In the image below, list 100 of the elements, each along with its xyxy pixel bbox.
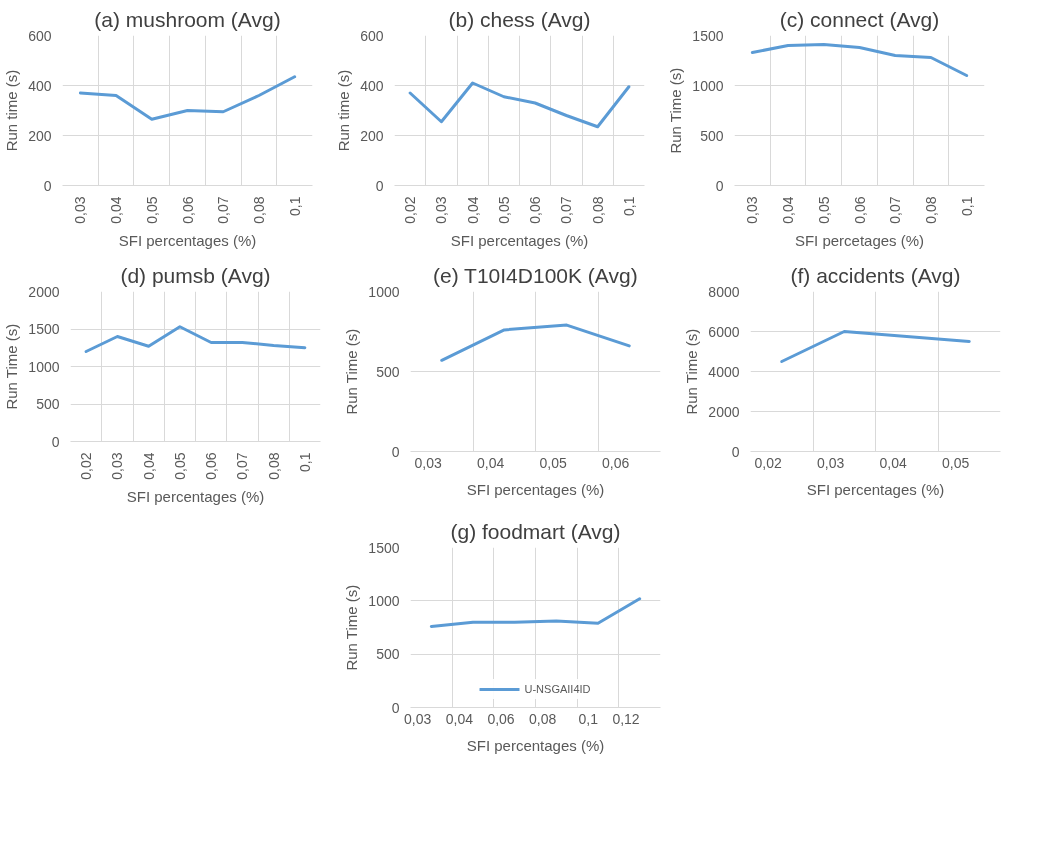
x-tick-label: 0,03 bbox=[72, 196, 89, 224]
y-tick-label: 600 bbox=[360, 27, 384, 44]
x-tick-label: 0,06 bbox=[527, 196, 544, 224]
y-tick-label: 2000 bbox=[708, 403, 740, 420]
y-tick-label: 400 bbox=[28, 77, 52, 94]
line-series bbox=[429, 597, 642, 628]
x-tick-label: 0,12 bbox=[612, 710, 640, 727]
x-axis-title: SFI percentages (%) bbox=[126, 487, 265, 505]
x-tick-label: 0,03 bbox=[744, 196, 761, 224]
x-tick-label: 0,06 bbox=[851, 196, 868, 224]
x-tick-label: 0,03 bbox=[414, 454, 442, 471]
x-tick-label: 0,06 bbox=[487, 710, 515, 727]
x-tick-label: 0,06 bbox=[203, 452, 220, 480]
x-tick-label: 0,07 bbox=[887, 196, 904, 224]
y-tick-label: 6000 bbox=[708, 323, 740, 340]
y-tick-label: 2000 bbox=[28, 283, 60, 300]
x-tick-label: 0,07 bbox=[558, 196, 575, 224]
line-series bbox=[750, 43, 969, 77]
x-tick-label: 0,03 bbox=[817, 454, 845, 471]
x-tick-label: 0,08 bbox=[265, 452, 282, 480]
x-axis-title: SFI percentages (%) bbox=[118, 231, 257, 249]
x-tick-label: 0,05 bbox=[171, 452, 188, 480]
y-axis-title: Run Time (s) bbox=[3, 323, 21, 410]
chart-title: (d) pumsb (Avg) bbox=[120, 263, 271, 287]
x-tick-label: 0,06 bbox=[179, 196, 196, 224]
line-series bbox=[84, 325, 307, 353]
line-series bbox=[78, 75, 297, 121]
x-axis-title: SFI percetages (%) bbox=[794, 231, 925, 249]
y-tick-label: 1000 bbox=[692, 77, 724, 94]
chart-title: (f) accidents (Avg) bbox=[790, 263, 961, 287]
y-tick-label: 0 bbox=[375, 177, 384, 194]
y-tick-label: 500 bbox=[376, 363, 400, 380]
y-tick-label: 1500 bbox=[692, 27, 724, 44]
chart-title: (c) connect (Avg) bbox=[779, 7, 940, 31]
x-tick-label: 0,02 bbox=[754, 454, 782, 471]
y-tick-label: 1500 bbox=[368, 539, 400, 556]
x-tick-label: 0,08 bbox=[529, 710, 557, 727]
x-axis-title: SFI percentages (%) bbox=[466, 480, 605, 498]
y-tick-label: 400 bbox=[360, 77, 384, 94]
y-axis-title: Run Time (s) bbox=[667, 67, 685, 154]
x-tick-label: 0,07 bbox=[234, 452, 251, 480]
x-tick-label: 0,03 bbox=[433, 196, 450, 224]
line-series bbox=[440, 323, 631, 362]
chart-title: (g) foodmart (Avg) bbox=[450, 519, 621, 543]
x-tick-label: 0,08 bbox=[250, 196, 267, 224]
x-tick-label: 0,03 bbox=[404, 710, 432, 727]
x-tick-label: 0,07 bbox=[215, 196, 232, 224]
y-tick-label: 1000 bbox=[368, 592, 400, 609]
y-axis-title: Run Time (s) bbox=[343, 328, 361, 415]
x-tick-label: 0,04 bbox=[464, 196, 481, 224]
line-series bbox=[408, 81, 631, 129]
y-tick-label: 0 bbox=[731, 443, 740, 460]
x-tick-label: 0,03 bbox=[109, 452, 126, 480]
x-tick-label: 0,05 bbox=[495, 196, 512, 224]
x-tick-label: 0,08 bbox=[589, 196, 606, 224]
y-axis-title: Run Time (s) bbox=[683, 328, 701, 415]
x-tick-label: 0,08 bbox=[922, 196, 939, 224]
y-axis-title: Run Time (s) bbox=[343, 584, 361, 671]
x-tick-label: 0,05 bbox=[942, 454, 970, 471]
y-tick-label: 0 bbox=[51, 433, 60, 450]
x-tick-label: 0,04 bbox=[445, 710, 474, 727]
y-tick-label: 500 bbox=[36, 396, 60, 412]
x-tick-label: 0,1 bbox=[620, 196, 637, 216]
y-tick-label: 0 bbox=[391, 699, 400, 716]
y-axis-title: Run time (s) bbox=[335, 69, 353, 152]
x-tick-label: 0,04 bbox=[477, 454, 505, 471]
y-tick-label: 8000 bbox=[708, 283, 740, 300]
chart-title: (a) mushroom (Avg) bbox=[94, 7, 281, 31]
x-tick-label: 0,02 bbox=[78, 452, 95, 480]
x-tick-label: 0,1 bbox=[578, 710, 599, 727]
y-tick-label: 0 bbox=[715, 177, 724, 194]
y-tick-label: 500 bbox=[700, 127, 724, 144]
y-tick-label: 1000 bbox=[28, 358, 60, 375]
x-axis-title: SFI percentages (%) bbox=[466, 736, 605, 754]
y-tick-label: 1000 bbox=[368, 283, 400, 300]
y-tick-label: 600 bbox=[28, 27, 52, 44]
x-tick-label: 0,04 bbox=[780, 196, 797, 224]
line-series bbox=[780, 330, 971, 363]
x-tick-label: 0,1 bbox=[286, 196, 303, 216]
x-tick-label: 0,04 bbox=[140, 452, 157, 480]
y-tick-label: 200 bbox=[360, 127, 384, 144]
x-tick-label: 0,05 bbox=[815, 196, 832, 224]
x-tick-label: 0,02 bbox=[402, 196, 419, 224]
x-tick-label: 0,1 bbox=[958, 196, 975, 216]
x-tick-label: 0,05 bbox=[143, 196, 160, 224]
chart-title: (e) T10I4D100K (Avg) bbox=[432, 263, 638, 287]
y-axis-title: Run time (s) bbox=[3, 69, 21, 152]
y-tick-label: 0 bbox=[43, 177, 52, 194]
y-tick-label: 0 bbox=[391, 443, 400, 460]
y-tick-label: 200 bbox=[28, 127, 52, 144]
y-tick-label: 1500 bbox=[28, 321, 60, 337]
x-tick-label: 0,06 bbox=[602, 454, 630, 471]
x-tick-label: 0,04 bbox=[879, 454, 907, 471]
y-tick-label: 500 bbox=[376, 646, 400, 663]
legend-label: U-NSGAII4ID bbox=[524, 683, 591, 695]
x-tick-label: 0,04 bbox=[108, 196, 125, 224]
x-axis-title: SFI percentages (%) bbox=[806, 480, 945, 498]
chart-title: (b) chess (Avg) bbox=[448, 7, 591, 31]
x-tick-label: 0,05 bbox=[539, 454, 567, 471]
y-tick-label: 4000 bbox=[708, 363, 740, 380]
